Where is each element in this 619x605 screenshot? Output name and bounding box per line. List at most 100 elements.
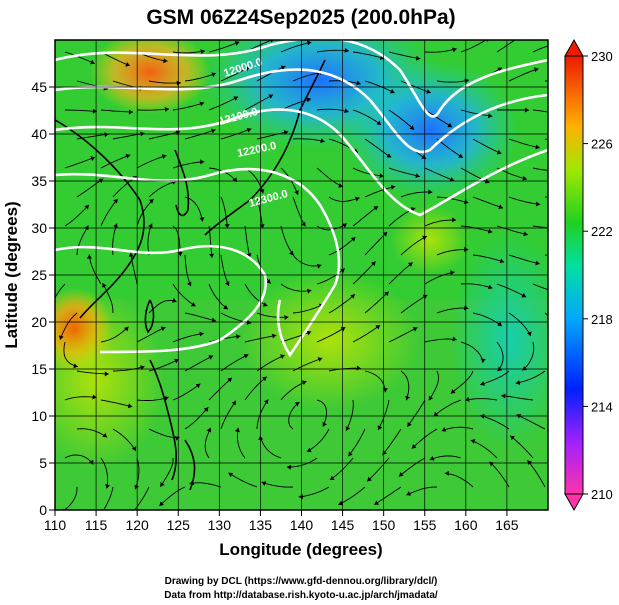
streamline [147,223,153,256]
y-tick-label: 45 [31,79,47,95]
streamline [436,249,469,256]
streamline-arrow [234,427,240,433]
streamline [516,414,546,430]
streamline [406,486,438,496]
streamline [450,370,474,394]
streamline [64,396,97,401]
streamline-arrow [487,284,493,290]
streamline-arrow [268,94,274,99]
cool-region-east [450,230,548,450]
streamline-arrow [271,333,277,339]
streamline-arrow [464,305,469,311]
streamline [88,254,102,285]
y-tick-label: 10 [31,408,47,424]
streamline [436,307,469,314]
streamline [298,486,330,498]
streamline-arrow [458,153,463,158]
streamline [63,341,78,368]
streamline-arrow [350,237,356,242]
streamline-arrow [523,231,528,237]
streamline [400,235,428,256]
streamline-arrow [411,444,417,449]
streamline [148,80,181,84]
streamline-arrow [234,41,240,46]
streamline-arrow [340,327,346,332]
streamline [136,326,166,343]
streamline-arrow [289,250,294,256]
streamline [286,457,318,468]
streamline-arrow [259,188,265,194]
warm-region-northwest [90,40,210,114]
streamline [184,355,214,372]
streamline-arrow [344,108,349,114]
streamline [64,109,98,112]
streamline-arrow [301,221,306,227]
streamline [244,283,268,307]
streamline-arrow [298,494,303,500]
streamline [280,283,312,292]
streamline-arrow [408,262,413,267]
streamline [204,427,212,459]
streamline-arrow [535,260,540,266]
streamline-arrow [559,335,564,339]
streamline-arrow [412,327,418,332]
streamline [527,460,546,488]
streamline [259,435,282,459]
streamline-arrow [535,201,541,207]
streamline [208,283,229,310]
streamline-arrow [86,254,92,259]
colorbar-tick-label: 218 [591,312,613,327]
streamline-arrow [280,354,285,359]
streamline-arrow [519,34,524,38]
streamline-arrow [522,175,527,181]
streamline-arrow [367,476,372,482]
streamline-arrow [470,439,476,444]
streamline-arrow [105,484,110,489]
streamline [424,271,455,285]
contour-12000 [55,40,548,118]
streamline-arrow [407,422,412,427]
colorbar-top-arrow [564,38,584,57]
streamline-arrow [345,426,351,431]
streamline [428,370,439,401]
streamline-arrow [382,388,388,393]
streamline [352,261,376,285]
streamline [112,366,145,372]
streamline-arrow [501,393,506,399]
streamline-arrow [211,128,216,134]
streamline [496,341,504,372]
streamline-arrow [104,132,109,138]
streamline [328,236,356,256]
streamline [208,377,233,401]
streamline-arrow [92,108,97,114]
streamline-arrow [480,381,485,386]
streamline-arrow [231,400,236,406]
graticule [55,40,548,510]
streamline [244,94,274,111]
chart-title: GSM 06Z24Sep2025 (200.0hPa) [146,6,455,29]
streamline-arrow [338,500,344,506]
coastline-taiwan [144,299,155,334]
colorbar-tick-label: 222 [591,224,613,239]
streamline-arrow [208,355,214,360]
streamline [470,439,498,459]
x-tick-label: 160 [454,517,478,533]
streamline [316,326,346,343]
streamline-arrow [104,371,109,377]
x-tick-label: 115 [85,517,108,533]
streamline [136,396,169,401]
streamline-arrow [465,396,470,402]
streamline-arrow [371,261,376,266]
streamline [184,72,217,82]
x-tick-label: 150 [372,517,396,533]
streamline-arrow [149,199,154,204]
streamline-arrow [316,263,322,269]
x-tick-label: 155 [413,517,437,533]
streamline [184,129,216,140]
streamline-arrow [294,190,299,195]
streamline [496,225,528,236]
streamline [76,428,108,438]
streamline-arrow [84,205,89,210]
streamline [100,154,131,169]
streamline [220,66,250,82]
